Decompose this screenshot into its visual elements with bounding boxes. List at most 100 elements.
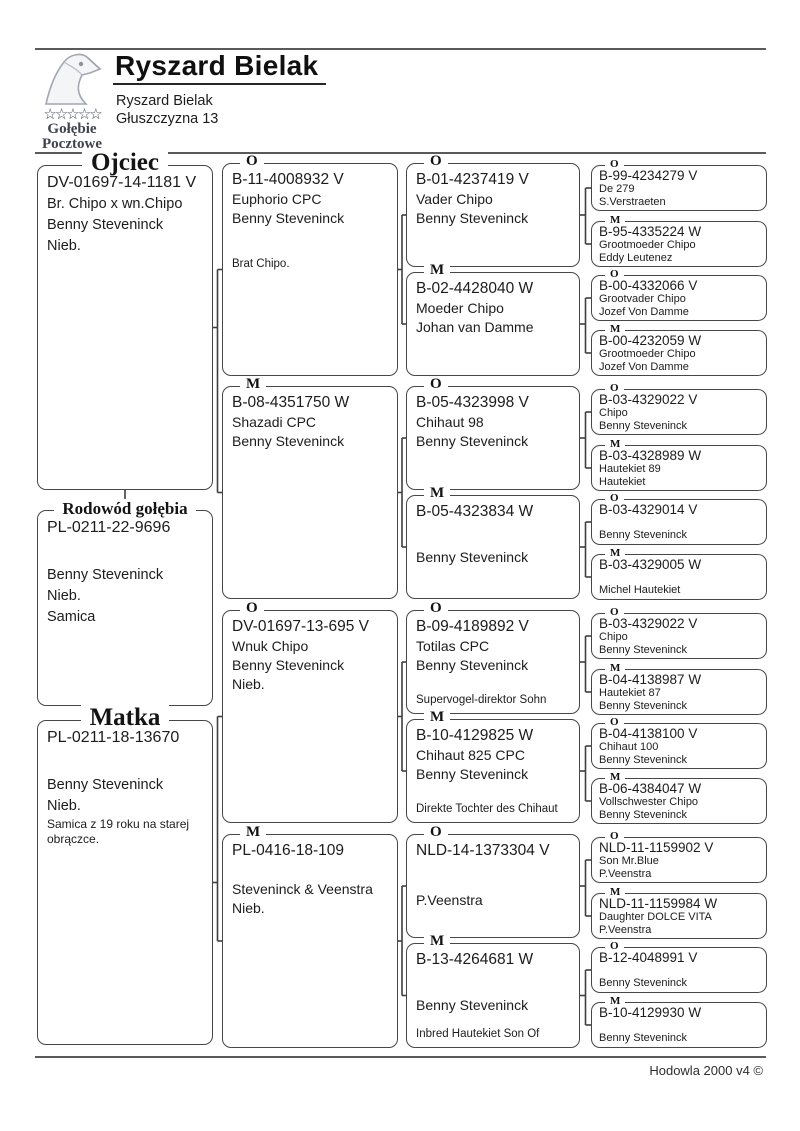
pedigree-box: O NLD-14-1373304 V P.Veenstra — [406, 825, 580, 938]
fancier-name: Benny Steveninck — [416, 549, 529, 565]
pigeon-name: Hautekiet 89 — [599, 463, 661, 475]
ring-number: B-03-4328989 W — [599, 448, 702, 463]
fancier-name: Benny Steveninck — [416, 766, 529, 782]
logo-text-line2: Pocztowe — [42, 136, 102, 152]
ring-number: B-05-4323834 W — [416, 503, 534, 520]
fancier-name: Benny Steveninck — [47, 217, 164, 233]
pigeon-name: Hautekiet 87 — [599, 687, 661, 699]
sex-label: M — [424, 934, 451, 949]
pedigree-box: M B-04-4138987 W Hautekiet 87 Benny Stev… — [591, 663, 767, 715]
logo-stars: ☆☆☆☆☆ — [43, 106, 102, 123]
ring-number: NLD-11-1159902 V — [599, 840, 714, 855]
pedigree-box: O DV-01697-13-695 V Wnuk Chipo Benny Ste… — [222, 601, 398, 823]
sex-label: M — [605, 548, 626, 559]
pigeon-name: Chihaut 100 — [599, 741, 659, 753]
sex-label: M — [605, 324, 626, 335]
pedigree-box-father: Ojciec DV-01697-14-1181 V Br. Chipo x wn… — [37, 149, 213, 490]
sex-label: M — [605, 996, 626, 1007]
mother-label: Matka — [80, 704, 170, 731]
sex-label: O — [605, 941, 624, 952]
sex-label: O — [605, 159, 624, 170]
pigeon-name: Vollschwester Chipo — [599, 796, 699, 808]
sex-label: O — [605, 607, 624, 618]
sex-label: O — [605, 383, 624, 394]
father-label: Ojciec — [81, 149, 168, 176]
ring-number: B-10-4129930 W — [599, 1005, 702, 1020]
ring-number: PL-0211-22-9696 — [47, 519, 171, 536]
color-note: Nieb. — [232, 676, 265, 692]
ring-number: B-03-4329022 V — [599, 392, 698, 407]
color-note: Nieb. — [47, 238, 81, 254]
fancier-name: Benny Steveninck — [47, 777, 164, 793]
pedigree-box: O B-99-4234279 V De 279 S.Verstraeten — [591, 159, 767, 211]
pedigree-box: M B-08-4351750 W Shazadi CPC Benny Steve… — [222, 377, 398, 599]
fancier-name: Jozef Von Damme — [599, 306, 689, 318]
pigeon-head-icon — [45, 53, 102, 105]
pedigree-box: O B-12-4048991 V Benny Steveninck — [591, 941, 767, 993]
fancier-name: P.Veenstra — [599, 924, 652, 936]
pedigree-box: M NLD-11-1159984 W Daughter DOLCE VITA P… — [591, 887, 767, 939]
sex-label: O — [240, 601, 264, 616]
fancier-name: Eddy Leutenez — [599, 252, 673, 264]
ring-number: B-99-4234279 V — [599, 168, 698, 183]
pigeon-name: Grootmoeder Chipo — [599, 348, 696, 360]
pigeon-name: Br. Chipo x wn.Chipo — [47, 196, 183, 212]
fancier-name: Benny Steveninck — [599, 420, 688, 432]
ring-number: B-05-4323998 V — [416, 394, 529, 411]
sex-label: O — [605, 831, 624, 842]
ring-number: B-00-4332066 V — [599, 278, 698, 293]
comment: Samica z 19 roku na starej obrączce. — [47, 817, 190, 846]
sex-label: O — [605, 493, 624, 504]
sex-label: M — [605, 215, 626, 226]
software-credit: Hodowla 2000 v4 © — [649, 1063, 763, 1078]
pedigree-box: O B-01-4237419 V Vader Chipo Benny Steve… — [406, 154, 580, 267]
sex-label: O — [605, 269, 624, 280]
color-note: Nieb. — [47, 588, 81, 604]
ring-number: B-10-4129825 W — [416, 727, 534, 744]
pedigree-box: O B-05-4323998 V Chihaut 98 Benny Steven… — [406, 377, 580, 490]
ring-number: B-09-4189892 V — [416, 618, 529, 635]
pedigree-box-mother: Matka PL-0211-18-13670 Benny Steveninck … — [37, 704, 213, 1045]
ring-number: B-04-4138987 W — [599, 672, 702, 687]
fancier-name: S.Verstraeten — [599, 196, 666, 208]
club-logo: ☆☆☆☆☆ Gołębie Pocztowe — [34, 50, 110, 152]
comment: Inbred Hautekiet Son Of — [416, 1028, 540, 1040]
fancier-name: Benny Steveninck — [599, 754, 688, 766]
sex-label: O — [424, 601, 448, 616]
page-title: Ryszard Bielak — [113, 50, 327, 85]
pedigree-box: O NLD-11-1159902 V Son Mr.Blue P.Veenstr… — [591, 831, 767, 883]
ring-number: PL-0416-18-109 — [232, 842, 345, 859]
fancier-name: Benny Steveninck — [416, 997, 529, 1013]
pigeon-name: Grootvader Chipo — [599, 293, 686, 305]
pigeon-name: Chihaut 98 — [416, 414, 484, 430]
comment: Supervogel-direktor Sohn — [416, 694, 547, 706]
pigeon-name: Grootmoeder Chipo — [599, 239, 696, 251]
pedigree-box: O B-04-4138100 V Chihaut 100 Benny Steve… — [591, 717, 767, 769]
sex-label: M — [240, 377, 267, 392]
fancier-name: Benny Steveninck — [47, 567, 164, 583]
fancier-name: P.Veenstra — [599, 868, 652, 880]
fancier-name: Benny Steveninck — [416, 657, 529, 673]
fancier-name: Jozef Von Damme — [599, 361, 689, 373]
ring-number: B-01-4237419 V — [416, 171, 529, 188]
fancier-name: P.Veenstra — [416, 892, 483, 908]
pedigree-box: O B-03-4329022 V Chipo Benny Steveninck — [591, 607, 767, 659]
fancier-name: Benny Steveninck — [232, 433, 345, 449]
pigeon-name: Chihaut 825 CPC — [416, 747, 525, 763]
ring-number: B-06-4384047 W — [599, 781, 702, 796]
pigeon-name: Moeder Chipo — [416, 300, 504, 316]
ring-number: B-03-4329005 W — [599, 557, 702, 572]
ring-number: B-13-4264681 W — [416, 951, 534, 968]
pedigree-box-subject: Rodowód gołębia PL-0211-22-9696 Benny St… — [37, 499, 213, 706]
pigeon-name: Totilas CPC — [416, 638, 490, 654]
comment: Direkte Tochter des Chihaut — [416, 803, 558, 815]
fancier-name: Benny Steveninck — [416, 210, 529, 226]
fancier-name: Benny Steveninck — [599, 700, 688, 712]
pedigree-box: M B-95-4335224 W Grootmoeder Chipo Eddy … — [591, 215, 767, 267]
fancier-name: Benny Steveninck — [599, 809, 688, 821]
fancier-name: Benny Steveninck — [599, 644, 688, 656]
sex-note: Samica — [47, 609, 96, 625]
logo-text-line1: Gołębie — [47, 121, 97, 137]
sex-label: O — [240, 154, 264, 169]
